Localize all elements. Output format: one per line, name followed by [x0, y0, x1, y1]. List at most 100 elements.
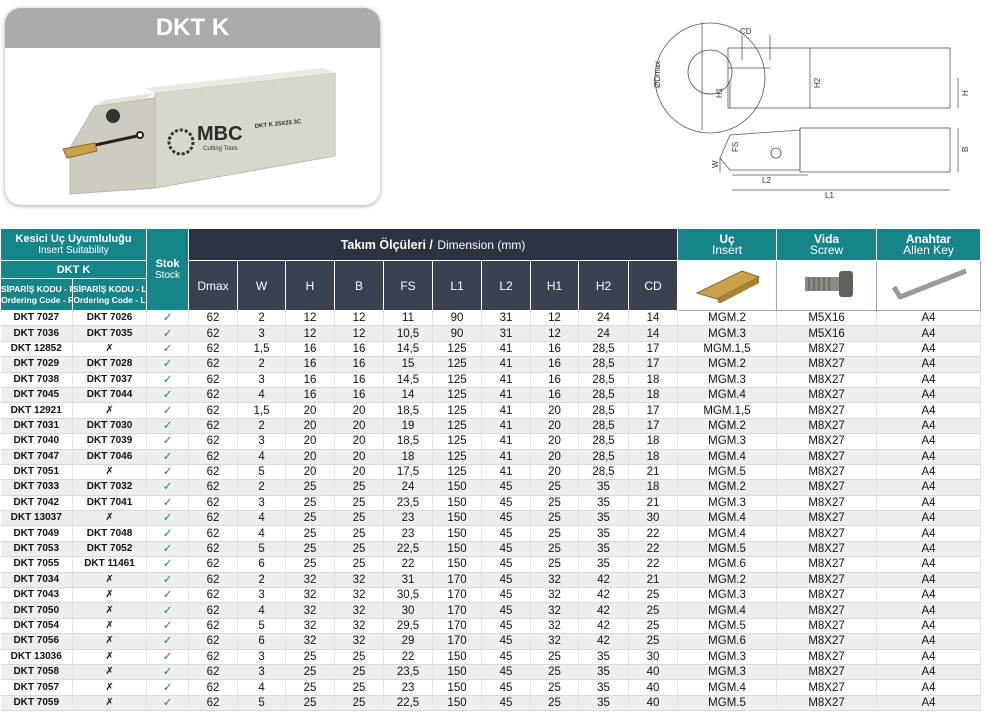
cell: 25 [530, 479, 580, 496]
cell: 41 [481, 433, 532, 450]
header-subtitle: Insert [712, 243, 743, 257]
cell: MGM.4 [677, 387, 778, 404]
cell: 20 [530, 402, 580, 419]
table-row: DKT 13037 ✗ ✓ 62 4 25 25 23 150 45 25 35 30 MGM.4 M8X2… [0, 510, 982, 527]
cell: 22 [628, 541, 679, 558]
cell: 18,5 [383, 433, 434, 450]
cell: 150 [432, 695, 483, 712]
cell: 28,5 [578, 372, 630, 388]
cell: M8X27 [776, 433, 878, 450]
cell: A4 [876, 633, 982, 650]
ordering-code: DKT 7030 [72, 418, 148, 435]
cell: A4 [876, 664, 982, 681]
ordering-code: ✗ [72, 602, 148, 619]
header-title: Vida [813, 232, 840, 246]
stock-status: ✓ [146, 387, 190, 404]
cell: 18 [628, 449, 679, 465]
cell: M8X27 [776, 633, 878, 650]
ordering-code: ✗ [72, 649, 148, 665]
cell: 25 [334, 495, 385, 512]
table-row: DKT 7059 ✗ ✓ 62 5 25 25 22,5 150 45 25 35 40 MGM.5 M8X… [0, 695, 982, 712]
cell: 40 [628, 679, 679, 696]
cell: 12 [334, 310, 385, 327]
cell: 35 [578, 541, 630, 558]
cell: 32 [285, 633, 336, 650]
cell: 22 [383, 556, 434, 573]
cell: 62 [188, 572, 239, 589]
stock-status: ✓ [146, 664, 190, 681]
cell: A4 [876, 433, 982, 450]
technical-drawing: CD ØDmax H1 H2 H W FS B L2 L1 [653, 22, 970, 200]
cell: 25 [285, 525, 336, 542]
cell: 2 [237, 479, 287, 496]
cell: 25 [530, 679, 580, 696]
stock-status: ✓ [146, 510, 190, 527]
cell: MGM.4 [677, 449, 778, 465]
header-cell: SİPARİŞ KODU - R Ordering Code - R [0, 278, 73, 311]
cell: MGM.4 [677, 679, 778, 696]
header-subtitle: Ordering Code - L [73, 294, 146, 305]
cell: 24 [578, 325, 630, 342]
insert [62, 142, 98, 159]
cell: 20 [530, 449, 580, 465]
logo-gear [167, 128, 195, 156]
cell: MGM.2 [677, 356, 778, 373]
cell: M8X27 [776, 356, 878, 373]
product-card: DKT K MBC Cutting Tools DKT K 25X25 3C [5, 8, 380, 205]
cell: 25 [285, 679, 336, 696]
cell: 25 [628, 587, 679, 604]
cell: 42 [578, 572, 630, 589]
cell: A4 [876, 587, 982, 604]
cell: 35 [578, 664, 630, 681]
table-row: DKT 7047 DKT 7046 ✓ 62 4 20 20 18 125 41 20 28,5 18 M… [0, 449, 982, 465]
stock-status: ✓ [146, 310, 190, 327]
brand-tagline: Cutting Tools [203, 146, 238, 152]
cell: MGM.6 [677, 633, 778, 650]
cell: A4 [876, 649, 982, 665]
table-row: DKT 7049 DKT 7048 ✓ 62 4 25 25 23 150 45 25 35 22 MGM… [0, 525, 982, 542]
cell: 42 [578, 587, 630, 604]
cell: 170 [432, 587, 483, 604]
cell: A4 [876, 525, 982, 542]
cell: 30 [628, 510, 679, 527]
cell: 150 [432, 479, 483, 496]
cell: 32 [530, 572, 580, 589]
table-body: DKT 7027 DKT 7026 ✓ 62 2 12 12 11 90 31 12 24 14 MGM.… [0, 310, 982, 712]
cell: 21 [628, 464, 679, 481]
cell: 23 [383, 679, 434, 696]
cell: 170 [432, 572, 483, 589]
ordering-code: DKT 7052 [72, 541, 148, 558]
table-row: DKT 7045 DKT 7044 ✓ 62 4 16 16 14 125 41 16 28,5 18 M… [0, 387, 982, 404]
column-header: H2 [578, 260, 630, 311]
ordering-code: DKT 7038 [0, 372, 73, 388]
table-row: DKT 7042 DKT 7041 ✓ 62 3 25 25 23,5 150 45 25 35 21 M… [0, 495, 982, 512]
cell: 20 [334, 418, 385, 435]
cell: 32 [530, 618, 580, 635]
ordering-code: DKT 7054 [0, 618, 73, 635]
header-cell: Vida Screw [776, 228, 878, 261]
cell: 21 [628, 572, 679, 589]
cell: 32 [334, 618, 385, 635]
cell: 170 [432, 618, 483, 635]
cell: 45 [481, 664, 532, 681]
cell: M8X27 [776, 556, 878, 573]
cell: 62 [188, 341, 239, 358]
cell: 12 [285, 310, 336, 327]
ordering-code: DKT 7036 [0, 325, 73, 342]
cell: 2 [237, 356, 287, 373]
cell: 30,5 [383, 587, 434, 604]
ordering-code: DKT 7031 [0, 418, 73, 435]
dim-label: ØDmax [653, 61, 662, 88]
cell: 41 [481, 341, 532, 358]
cell: 29 [383, 633, 434, 650]
cell: 15 [383, 356, 434, 373]
cell: 35 [578, 525, 630, 542]
header-subtitle: Dimension (mm) [437, 237, 526, 252]
cell: 18 [628, 387, 679, 404]
cell: A4 [876, 479, 982, 496]
stock-status: ✓ [146, 572, 190, 589]
cell: 12 [334, 325, 385, 342]
cell: 35 [578, 679, 630, 696]
holder-head [69, 97, 156, 195]
cell: 125 [432, 433, 483, 450]
